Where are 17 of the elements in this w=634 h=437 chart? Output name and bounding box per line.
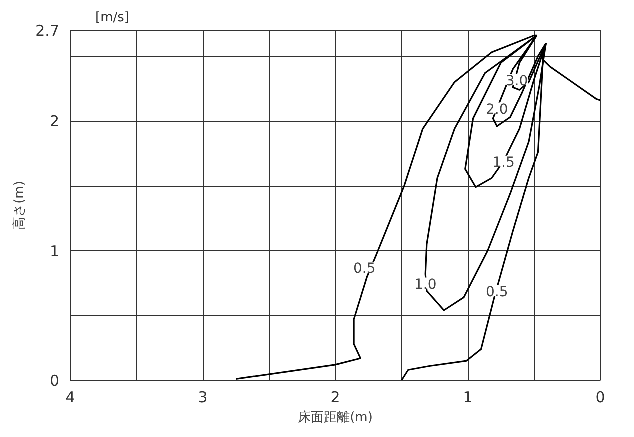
x-tick-label: 4 <box>66 388 76 406</box>
annotation: 3.0 <box>506 73 528 90</box>
annotation: 1.0 <box>414 276 437 293</box>
x-tick-label: 2 <box>330 388 340 406</box>
annotation: 0.5 <box>354 261 376 278</box>
x-tick-label: 3 <box>198 388 208 406</box>
y-tick-label: 2.7 <box>36 22 60 40</box>
x-tick-label: 0 <box>596 388 606 406</box>
y-axis-title: 高さ(m) <box>12 181 28 230</box>
y-tick-label: 1 <box>50 242 60 260</box>
y-tick-label: 0 <box>50 372 60 390</box>
y-tick-label: 2 <box>50 112 60 131</box>
x-tick-label: 1 <box>463 388 473 406</box>
annotation: 0.5 <box>486 284 508 301</box>
annotation: 2.0 <box>486 102 508 118</box>
x-axis-title: 床面距離(m) <box>298 410 373 426</box>
text: [m/s] <box>96 10 130 26</box>
